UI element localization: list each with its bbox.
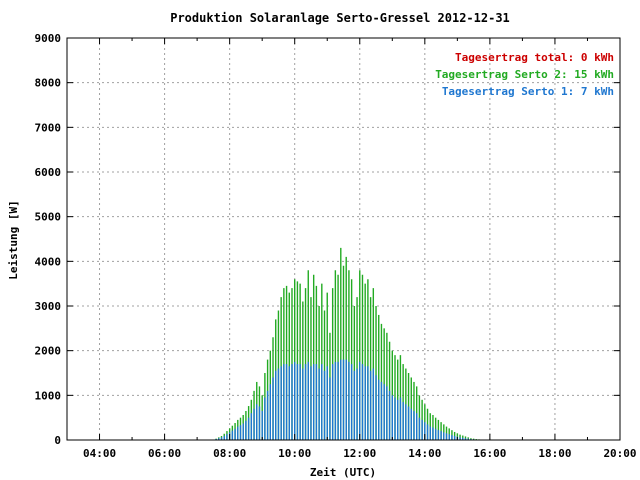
plot-frame: [66, 37, 621, 441]
y-tick-label: 3000: [35, 300, 62, 313]
x-tick-label: 16:00: [473, 447, 506, 460]
x-tick-label: 08:00: [213, 447, 246, 460]
y-tick-label: 9000: [35, 32, 62, 45]
x-tick-label: 14:00: [408, 447, 441, 460]
legend-entry: Tagesertrag total: 0 kWh: [455, 51, 614, 64]
y-tick-label: 7000: [35, 121, 62, 134]
x-tick-label: 10:00: [278, 447, 311, 460]
legend: Tagesertrag total: 0 kWh Tagesertrag Sert…: [435, 51, 614, 98]
legend-entry: Tagesertrag Serto 2: 15 kWh: [435, 68, 614, 81]
y-axis: 0 1000 2000 3000 4000 5000 6000 7000 8000 9000: [35, 32, 620, 447]
x-tick-label: 18:00: [538, 447, 571, 460]
x-axis: 04:00 06:00 08:00 10:00 12:00 14:00 16:00 18:00…: [83, 38, 637, 460]
y-tick-label: 2000: [35, 345, 62, 358]
y-tick-label: 8000: [35, 77, 62, 90]
x-axis-label: Zeit (UTC): [310, 466, 376, 479]
x-tick-label: 12:00: [343, 447, 376, 460]
x-tick-label: 20:00: [603, 447, 636, 460]
y-tick-label: 4000: [35, 255, 62, 268]
y-tick-label: 6000: [35, 166, 62, 179]
y-tick-label: 5000: [35, 211, 62, 224]
y-tick-label: 1000: [35, 389, 62, 402]
bars: [215, 247, 486, 440]
x-tick-label: 04:00: [83, 447, 116, 460]
chart-title: Produktion Solaranlage Serto-Gressel 201…: [170, 11, 510, 25]
x-tick-label: 06:00: [148, 447, 181, 460]
legend-entry: Tagesertrag Serto 1: 7 kWh: [442, 85, 614, 98]
y-tick-label: 0: [54, 434, 61, 447]
y-axis-label: Leistung [W]: [7, 200, 20, 279]
